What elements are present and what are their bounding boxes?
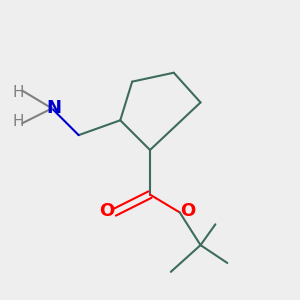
Text: O: O [180,202,196,220]
Text: H: H [13,114,24,129]
Text: O: O [99,202,115,220]
Text: H: H [13,85,24,100]
Text: N: N [46,99,61,117]
